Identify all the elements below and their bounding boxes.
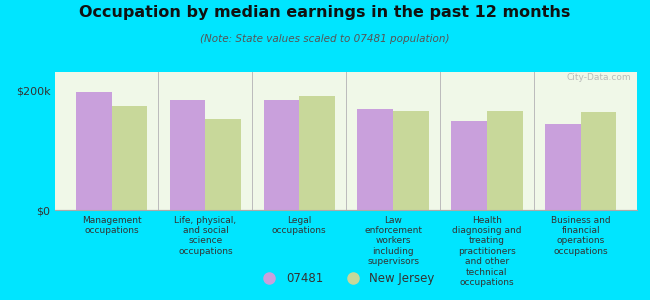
Bar xyxy=(580,112,616,210)
Bar xyxy=(205,119,241,210)
Text: (Note: State values scaled to 07481 population): (Note: State values scaled to 07481 popu… xyxy=(200,34,450,44)
Bar xyxy=(263,100,299,210)
Text: Occupation by median earnings in the past 12 months: Occupation by median earnings in the pas… xyxy=(79,4,571,20)
Bar xyxy=(545,124,580,210)
Bar xyxy=(112,106,147,210)
Legend: 07481, New Jersey: 07481, New Jersey xyxy=(253,267,439,290)
Bar xyxy=(76,92,112,210)
Text: City-Data.com: City-Data.com xyxy=(567,74,631,82)
Bar xyxy=(451,121,487,210)
Bar xyxy=(299,96,335,210)
Bar xyxy=(393,111,429,210)
Bar xyxy=(170,100,205,210)
Bar xyxy=(358,109,393,210)
Bar xyxy=(487,111,523,210)
